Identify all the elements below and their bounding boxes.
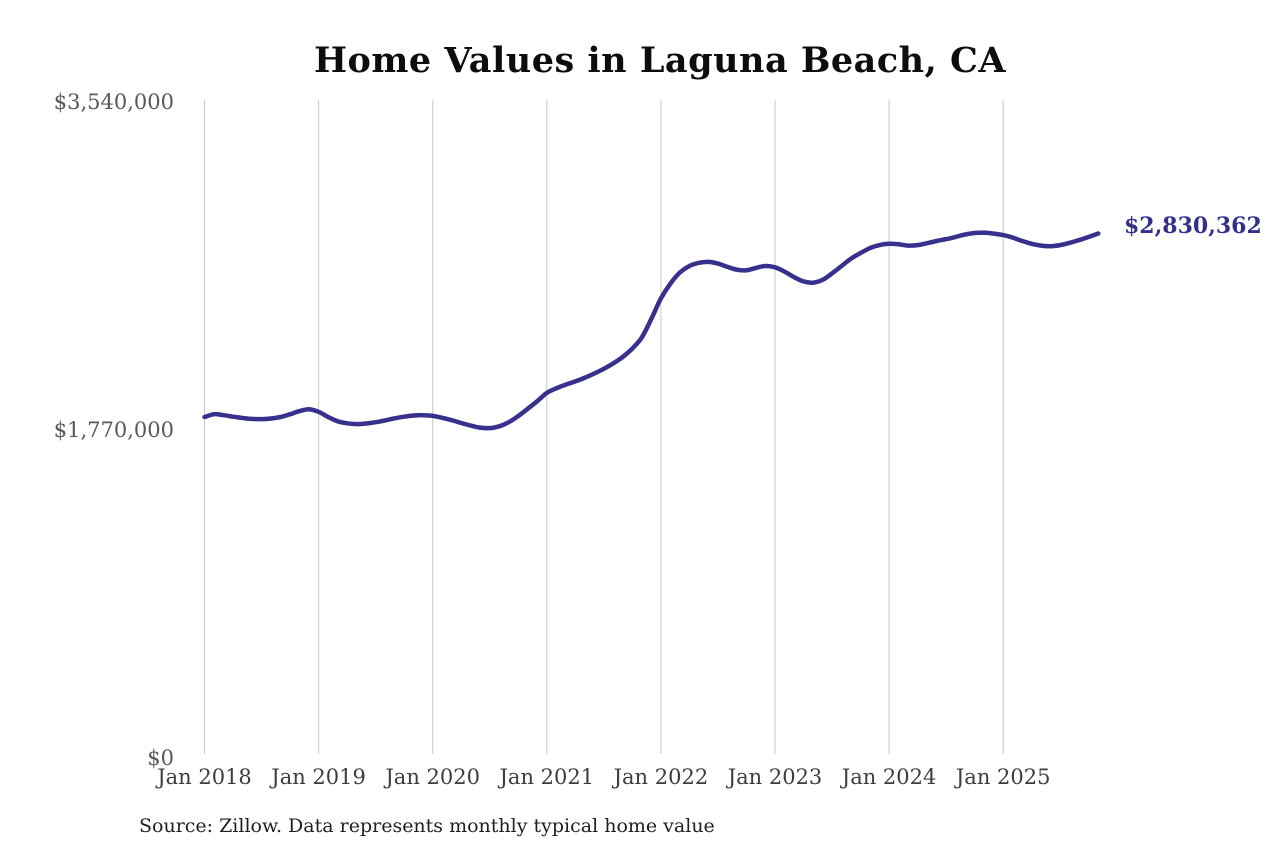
x-axis-tick-label: Jan 2019 xyxy=(271,765,366,789)
x-axis-tick-label: Jan 2025 xyxy=(955,765,1051,789)
y-axis-tick-label: $1,770,000 xyxy=(53,418,174,442)
home-value-line xyxy=(202,230,1101,431)
page-title: Home Values in Laguna Beach, CA xyxy=(313,40,1007,81)
x-axis-tick-label: Jan 2022 xyxy=(613,765,709,789)
x-axis-tick-label: Jan 2020 xyxy=(385,765,480,789)
y-axis-tick-label: $3,540,000 xyxy=(53,90,174,114)
source-note: Source: Zillow. Data represents monthly … xyxy=(139,815,715,837)
x-axis-tick-label: Jan 2018 xyxy=(157,765,252,789)
y-axis-tick-label: $0 xyxy=(147,746,174,770)
end-value-label: $2,830,362 xyxy=(1124,213,1262,239)
x-axis-tick-label: Jan 2021 xyxy=(499,765,595,789)
x-axis-tick-label: Jan 2024 xyxy=(841,765,937,789)
x-axis-tick-label: Jan 2023 xyxy=(727,765,823,789)
